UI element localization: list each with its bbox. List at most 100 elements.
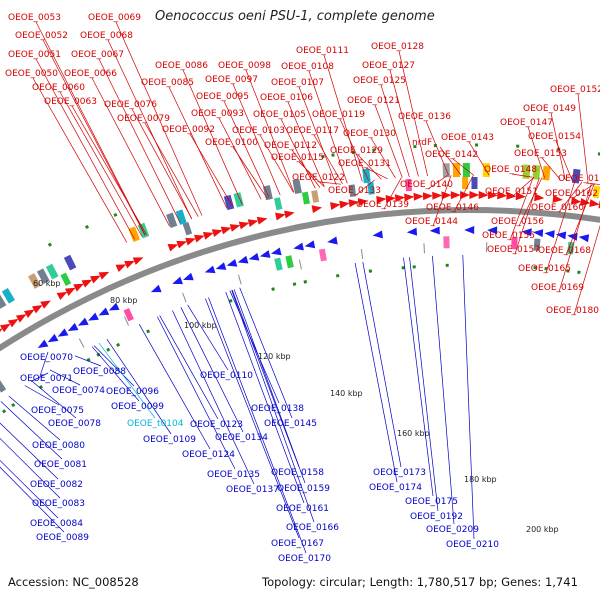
reverse-gene-label[interactable]: OEOE_0209 bbox=[426, 525, 479, 535]
forward-gene-label[interactable]: OEOE_0165 bbox=[518, 264, 571, 274]
reverse-gene-label[interactable]: OEOE_0083 bbox=[32, 499, 85, 509]
forward-gene-label[interactable]: OEOE_0162 bbox=[545, 189, 598, 199]
forward-gene-label[interactable]: OEOE_0053 bbox=[8, 13, 61, 23]
forward-gene-label[interactable]: OEOE_0142 bbox=[425, 150, 478, 160]
forward-gene-label[interactable]: OEOE_0163 bbox=[558, 174, 600, 184]
forward-gene-label[interactable]: OEOE_0128 bbox=[371, 42, 424, 52]
forward-gene-label[interactable]: OEOE_0103 bbox=[232, 126, 285, 136]
reverse-gene-label[interactable]: OEOE_0096 bbox=[106, 387, 159, 397]
forward-gene-label[interactable]: OEOE_0086 bbox=[155, 61, 208, 71]
forward-gene-label[interactable]: OEOE_0155 bbox=[482, 231, 535, 241]
forward-gene-label[interactable]: OEOE_0119 bbox=[312, 110, 365, 120]
forward-gene-label[interactable]: OEOE_0105 bbox=[253, 110, 306, 120]
forward-gene-label[interactable]: OEOE_0093 bbox=[191, 109, 244, 119]
forward-gene-label[interactable]: OEOE_0106 bbox=[260, 93, 313, 103]
forward-gene-label[interactable]: OEOE_0160 bbox=[531, 203, 584, 213]
forward-gene-label[interactable]: OEOE_0111 bbox=[296, 46, 349, 56]
reverse-gene-label[interactable]: OEOE_0175 bbox=[405, 497, 458, 507]
reverse-gene-label[interactable]: OEOE_0089 bbox=[36, 533, 89, 543]
forward-gene-label[interactable]: OEOE_0180 bbox=[546, 306, 599, 316]
forward-gene-label[interactable]: OEOE_0060 bbox=[32, 83, 85, 93]
forward-gene-label[interactable]: OEOE_0151 bbox=[485, 187, 538, 197]
forward-gene-label[interactable]: OEOE_0144 bbox=[405, 217, 458, 227]
forward-gene-label[interactable]: OEOE_0095 bbox=[196, 92, 249, 102]
reverse-gene-label[interactable]: OEOE_0173 bbox=[373, 468, 426, 478]
reverse-gene-label[interactable]: OEOE_0174 bbox=[369, 483, 422, 493]
forward-gene-label[interactable]: OEOE_0107 bbox=[271, 78, 324, 88]
forward-gene-label[interactable]: OEOE_0067 bbox=[71, 50, 124, 60]
forward-gene-label[interactable]: nrdF bbox=[412, 138, 432, 148]
reverse-gene-label[interactable]: OEOE_0134 bbox=[215, 433, 268, 443]
forward-gene-label[interactable]: OEOE_0117 bbox=[286, 126, 339, 136]
reverse-gene-label[interactable]: OEOE_0080 bbox=[32, 441, 85, 451]
forward-gene-label[interactable]: OEOE_0147 bbox=[500, 118, 553, 128]
forward-gene-label[interactable]: OEOE_0069 bbox=[88, 13, 141, 23]
forward-gene-label[interactable]: OEOE_0076 bbox=[104, 100, 157, 110]
forward-gene-label[interactable]: OEOE_0130 bbox=[343, 129, 396, 139]
forward-gene-label[interactable]: OEOE_0146 bbox=[426, 203, 479, 213]
reverse-gene-label[interactable]: OEOE_0210 bbox=[446, 540, 499, 550]
forward-gene-label[interactable]: OEOE_0139 bbox=[356, 200, 409, 210]
forward-gene-label[interactable]: OEOE_0100 bbox=[205, 138, 258, 148]
reverse-gene-label[interactable]: OEOE_0081 bbox=[34, 460, 87, 470]
reverse-gene-label[interactable]: OEOE_0088 bbox=[73, 367, 126, 377]
forward-gene-label[interactable]: OEOE_0121 bbox=[347, 96, 400, 106]
reverse-gene-label[interactable]: OEOE_0084 bbox=[30, 519, 83, 529]
forward-gene-label[interactable]: OEOE_0129 bbox=[330, 146, 383, 156]
reverse-gene-label[interactable]: OEOE_0070 bbox=[20, 353, 73, 363]
forward-gene-label[interactable]: OEOE_0092 bbox=[162, 125, 215, 135]
reverse-gene-label[interactable]: OEOE_0109 bbox=[143, 435, 196, 445]
forward-gene-label[interactable]: OEOE_0068 bbox=[80, 31, 133, 41]
forward-gene-label[interactable]: OEOE_0050 bbox=[5, 69, 58, 79]
forward-gene-label[interactable]: OEOE_0152 bbox=[550, 85, 600, 95]
forward-gene-label[interactable]: OEOE_0149 bbox=[523, 104, 576, 114]
forward-gene-label[interactable]: OEOE_0125 bbox=[353, 76, 406, 86]
reverse-gene-label[interactable]: OEOE_0137 bbox=[226, 485, 279, 495]
forward-gene-label[interactable]: OEOE_0157 bbox=[487, 245, 540, 255]
reverse-gene-label[interactable]: OEOE_0075 bbox=[31, 406, 84, 416]
forward-gene-label[interactable]: OEOE_0115 bbox=[271, 153, 324, 163]
forward-gene-label[interactable]: OEOE_0052 bbox=[15, 31, 68, 41]
reverse-gene-label[interactable]: OEOE_0158 bbox=[271, 468, 324, 478]
reverse-gene-label[interactable]: OEOE_0074 bbox=[52, 386, 105, 396]
forward-gene-label[interactable]: OEOE_0136 bbox=[398, 112, 451, 122]
forward-gene-label[interactable]: OEOE_0122 bbox=[292, 173, 345, 183]
reverse-gene-label[interactable]: OEOE_0071 bbox=[20, 374, 73, 384]
reverse-gene-label[interactable]: OEOE_0078 bbox=[48, 419, 101, 429]
forward-gene-label[interactable]: OEOE_0153 bbox=[514, 149, 567, 159]
forward-gene-label[interactable]: OEOE_0051 bbox=[8, 50, 61, 60]
reverse-gene-label[interactable]: OEOE_0099 bbox=[111, 402, 164, 412]
reverse-gene-label[interactable]: OEOE_0135 bbox=[207, 470, 260, 480]
forward-gene-label[interactable]: OEOE_0112 bbox=[264, 141, 317, 151]
forward-gene-label[interactable]: OEOE_0168 bbox=[538, 246, 591, 256]
forward-gene-label[interactable]: OEOE_0108 bbox=[281, 62, 334, 72]
reverse-gene-label[interactable]: OEOE_0138 bbox=[251, 404, 304, 414]
forward-gene-label[interactable]: OEOE_0131 bbox=[338, 159, 391, 169]
forward-gene-label[interactable]: OEOE_0063 bbox=[44, 97, 97, 107]
reverse-gene-label[interactable]: OEOE_0167 bbox=[271, 539, 324, 549]
reverse-gene-label[interactable]: OEOE_0110 bbox=[200, 371, 253, 381]
rna-gene-label[interactable]: OEOE_t0104 bbox=[127, 419, 184, 429]
reverse-gene-label[interactable]: OEOE_0123 bbox=[190, 420, 243, 430]
forward-gene-label[interactable]: OEOE_0169 bbox=[531, 283, 584, 293]
forward-gene-label[interactable]: OEOE_0133 bbox=[328, 186, 381, 196]
forward-gene-label[interactable]: OEOE_0127 bbox=[362, 61, 415, 71]
reverse-gene-label[interactable]: OEOE_0161 bbox=[276, 504, 329, 514]
reverse-gene-label[interactable]: OEOE_0170 bbox=[278, 554, 331, 564]
reverse-gene-label[interactable]: OEOE_0124 bbox=[182, 450, 235, 460]
reverse-gene-label[interactable]: OEOE_0166 bbox=[286, 523, 339, 533]
forward-gene-label[interactable]: OEOE_0148 bbox=[484, 165, 537, 175]
reverse-gene-label[interactable]: OEOE_0145 bbox=[264, 419, 317, 429]
forward-gene-label[interactable]: OEOE_0154 bbox=[528, 132, 581, 142]
reverse-gene-label[interactable]: OEOE_0192 bbox=[410, 512, 463, 522]
reverse-gene-label[interactable]: OEOE_0082 bbox=[30, 480, 83, 490]
forward-gene-label[interactable]: OEOE_0097 bbox=[205, 75, 258, 85]
reverse-gene-label[interactable]: OEOE_0159 bbox=[277, 484, 330, 494]
forward-gene-label[interactable]: OEOE_0079 bbox=[117, 114, 170, 124]
forward-gene-label[interactable]: OEOE_0156 bbox=[491, 217, 544, 227]
forward-gene-label[interactable]: OEOE_0066 bbox=[64, 69, 117, 79]
forward-gene-label[interactable]: OEOE_0085 bbox=[141, 78, 194, 88]
forward-gene-label[interactable]: OEOE_0140 bbox=[400, 180, 453, 190]
forward-gene-label[interactable]: OEOE_0098 bbox=[218, 61, 271, 71]
forward-gene-label[interactable]: OEOE_0143 bbox=[441, 133, 494, 143]
